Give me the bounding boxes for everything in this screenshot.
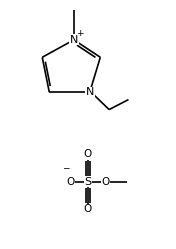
- Text: O: O: [66, 177, 74, 187]
- Text: −: −: [62, 164, 70, 173]
- Text: O: O: [84, 149, 92, 159]
- Text: N: N: [70, 35, 78, 45]
- Text: N: N: [86, 87, 94, 97]
- Text: O: O: [84, 204, 92, 214]
- Text: O: O: [102, 177, 110, 187]
- Text: S: S: [84, 177, 92, 187]
- Text: +: +: [76, 29, 83, 38]
